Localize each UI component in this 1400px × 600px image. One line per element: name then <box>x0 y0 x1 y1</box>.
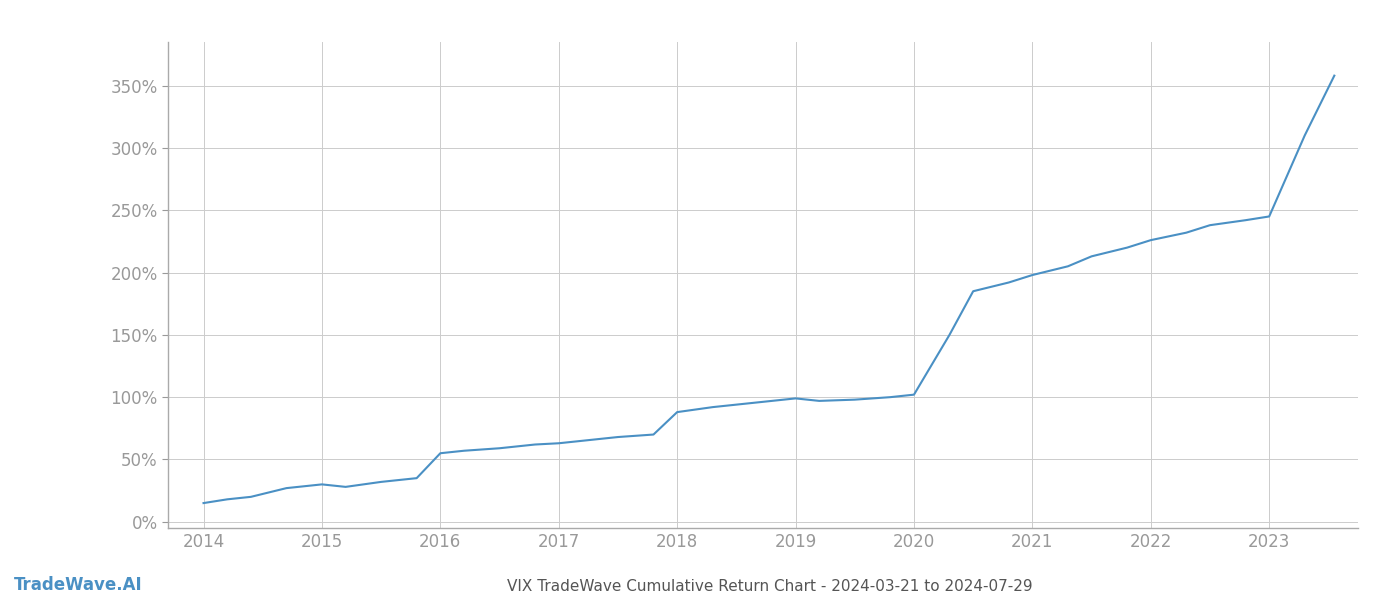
Text: TradeWave.AI: TradeWave.AI <box>14 576 143 594</box>
Text: VIX TradeWave Cumulative Return Chart - 2024-03-21 to 2024-07-29: VIX TradeWave Cumulative Return Chart - … <box>507 579 1033 594</box>
